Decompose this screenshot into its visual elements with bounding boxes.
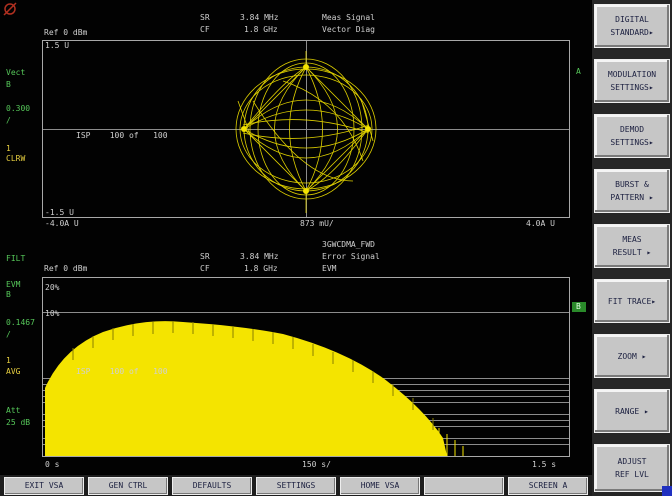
softkey-burst-pattern[interactable]: BURST & PATTERN ▸ bbox=[594, 169, 670, 213]
top-y-max: 1.5 U bbox=[45, 41, 70, 50]
vector-diagram-trace bbox=[235, 51, 377, 213]
softkey-label: MODULATION bbox=[607, 70, 657, 79]
hotkey-defaults[interactable]: DEFAULTS bbox=[172, 477, 252, 495]
bottom-att-label: Att bbox=[6, 406, 21, 415]
bottom-avg: AVG bbox=[6, 367, 21, 376]
softkey-label: MEAS bbox=[622, 235, 642, 244]
bottom-att-value: 25 dB bbox=[6, 418, 31, 427]
bottom-cf-label: CF bbox=[200, 264, 210, 273]
bottom-trace-id: B bbox=[6, 290, 11, 299]
bottom-sr-value: 3.84 MHz bbox=[240, 252, 279, 261]
bottom-standard: 3GWCDMA_FWD bbox=[322, 240, 375, 249]
softkey-meas-result[interactable]: MEAS RESULT ▸ bbox=[594, 224, 670, 268]
hotkey-blank[interactable] bbox=[424, 477, 504, 495]
top-marker-a: A bbox=[576, 67, 581, 76]
hotkey-screen-a[interactable]: SCREEN A bbox=[508, 477, 588, 495]
analyzer-screen: Ref 0 dBm SR 3.84 MHz CF 1.8 GHz Meas Si… bbox=[3, 2, 586, 469]
top-one: 1 bbox=[6, 144, 11, 153]
bottom-title-2: EVM bbox=[322, 264, 337, 273]
top-x-max: 4.0A U bbox=[526, 219, 555, 228]
softkey-modulation-settings[interactable]: MODULATION SETTINGS▸ bbox=[594, 59, 670, 103]
softkey-label: DEMOD bbox=[619, 125, 645, 134]
bottom-marker-b: B bbox=[576, 302, 581, 311]
hotkey-gen-ctrl[interactable]: GEN CTRL bbox=[88, 477, 168, 495]
softkey-label: PATTERN ▸ bbox=[610, 193, 654, 202]
bottom-x-max: 1.5 s bbox=[532, 460, 557, 469]
hotkey-exit-vsa[interactable]: EXIT VSA bbox=[4, 477, 84, 495]
top-title-2: Vector Diag bbox=[322, 25, 375, 34]
top-clrw: CLRW bbox=[6, 154, 26, 163]
bottom-cf-value: 1.8 GHz bbox=[244, 264, 278, 273]
bottom-filter: FILT bbox=[6, 254, 26, 263]
bottom-slash: / bbox=[6, 330, 11, 339]
vector-diagram-graticule bbox=[42, 40, 570, 218]
evm-trace bbox=[45, 321, 464, 456]
softkey-zoom[interactable]: ZOOM ▸ bbox=[594, 334, 670, 378]
softkey-label: FIT TRACE▸ bbox=[607, 296, 657, 306]
bottom-y-second: 10% bbox=[45, 309, 60, 318]
hotkey-home-vsa[interactable]: HOME VSA bbox=[340, 477, 420, 495]
top-x-scale: 873 mU/ bbox=[300, 219, 334, 228]
top-sr-label: SR bbox=[200, 13, 210, 22]
softkey-label: BURST & bbox=[615, 180, 649, 189]
softkey-range[interactable]: RANGE ▸ bbox=[594, 389, 670, 433]
softkey-label: REF LVL bbox=[615, 470, 649, 479]
bottom-y-top: 20% bbox=[45, 283, 60, 292]
bottom-title-1: Error Signal bbox=[322, 252, 380, 261]
top-scale: 0.300 bbox=[6, 104, 31, 113]
bottom-sweep-count: ISP 100 of 100 bbox=[76, 367, 168, 376]
softkey-label: SETTINGS▸ bbox=[610, 138, 654, 147]
softkey-label: ADJUST bbox=[617, 457, 647, 466]
top-ref-level: Ref 0 dBm bbox=[44, 28, 88, 37]
evm-graticule bbox=[42, 277, 570, 457]
bottom-marker-b-box: B bbox=[572, 302, 586, 312]
softkey-label: ZOOM ▸ bbox=[617, 351, 647, 361]
softkey-adjust-ref-level[interactable]: ADJUST REF LVL bbox=[594, 444, 670, 492]
softkey-label: RESULT ▸ bbox=[612, 248, 652, 257]
logo-icon bbox=[3, 2, 17, 16]
top-x-min: -4.0A U bbox=[45, 219, 79, 228]
bottom-x-scale: 150 s/ bbox=[302, 460, 331, 469]
top-trace-mode: Vect bbox=[6, 68, 26, 77]
softkey-label: DIGITAL bbox=[615, 15, 649, 24]
softkey-fit-trace[interactable]: FIT TRACE▸ bbox=[594, 279, 670, 323]
bottom-x-min: 0 s bbox=[45, 460, 60, 469]
corner-indicator bbox=[662, 486, 672, 496]
softkey-label: RANGE ▸ bbox=[615, 406, 649, 416]
bottom-one: 1 bbox=[6, 356, 11, 365]
softkey-demod-settings[interactable]: DEMOD SETTINGS▸ bbox=[594, 114, 670, 158]
top-slash: / bbox=[6, 116, 11, 125]
softkey-label: SETTINGS▸ bbox=[610, 83, 654, 92]
top-trace-id: B bbox=[6, 80, 11, 89]
top-y-min: -1.5 U bbox=[45, 208, 74, 217]
top-sr-value: 3.84 MHz bbox=[240, 13, 279, 22]
bottom-sr-label: SR bbox=[200, 252, 210, 261]
top-cf-value: 1.8 GHz bbox=[244, 25, 278, 34]
softkey-bar: DIGITAL STANDARD▸ MODULATION SETTINGS▸ D… bbox=[592, 0, 672, 496]
hotkey-settings[interactable]: SETTINGS bbox=[256, 477, 336, 495]
bottom-scale: 0.1467 bbox=[6, 318, 35, 327]
softkey-digital-standard[interactable]: DIGITAL STANDARD▸ bbox=[594, 4, 670, 48]
softkey-label: STANDARD▸ bbox=[610, 28, 654, 37]
bottom-trace-mode: EVM bbox=[6, 280, 21, 289]
top-title-1: Meas Signal bbox=[322, 13, 375, 22]
top-cf-label: CF bbox=[200, 25, 210, 34]
bottom-ref-level: Ref 0 dBm bbox=[44, 264, 88, 273]
hotkey-bar: EXIT VSA GEN CTRL DEFAULTS SETTINGS HOME… bbox=[0, 475, 592, 496]
top-sweep-count: ISP 100 of 100 bbox=[76, 131, 168, 140]
